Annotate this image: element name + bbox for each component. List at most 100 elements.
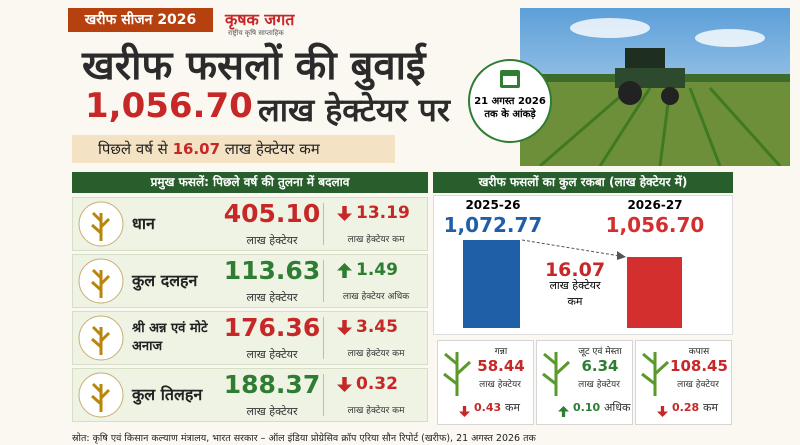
crop-change-unit: लाख हेक्टेयर अधिक [342, 292, 410, 302]
crop-icon-art [78, 372, 124, 418]
other-crop-name: कपास [688, 347, 710, 357]
other-crop-unit: लाख हेक्टेयर [479, 380, 521, 390]
badge-text: 21 अगस्त 2026 तक के आंकड़े [467, 95, 553, 121]
subline-suffix: लाख हेक्टेयर कम [224, 140, 320, 158]
headline-total: 1,056.70 [85, 86, 253, 126]
crops-panel-title: प्रमुख फसलें: पिछले वर्ष की तुलना में बद… [72, 172, 428, 193]
change-value: 0.28 [672, 401, 700, 414]
change-arrow [558, 402, 569, 421]
crop-icon-art [78, 201, 124, 247]
arrow-icon [558, 406, 569, 417]
crop-icon [78, 258, 124, 308]
other-crop-icon [440, 346, 474, 400]
crop-name: श्री अन्न एवं मोटे अनाज [132, 321, 208, 354]
arrow-icon [337, 320, 352, 335]
change-arrow [337, 263, 352, 282]
source-note: स्रोत: कृषि एवं किसान कल्याण मंत्रालय, भ… [72, 433, 536, 444]
change-value: 0.43 [474, 401, 502, 414]
other-crop-unit: लाख हेक्टेयर [578, 380, 620, 390]
change-arrow [657, 402, 668, 421]
crop-icon [78, 372, 124, 422]
other-crop-icon [539, 346, 573, 400]
change-arrow [337, 377, 352, 396]
field-photo [520, 8, 790, 166]
change-note: कम [504, 401, 521, 414]
other-crop-icon-art [641, 352, 670, 396]
arrow-icon [337, 206, 352, 221]
crop-value: 176.36 [223, 313, 321, 342]
headline: खरीफ फसलों की बुवाई [82, 43, 426, 89]
crop-row [72, 311, 428, 365]
other-crop-name: गन्ना [494, 347, 508, 357]
other-crop-name: जूट एवं मेस्ता [578, 347, 622, 357]
other-crop-change: 0.43 कम [474, 400, 520, 415]
logo: कृषक जगत [225, 10, 295, 29]
change-note: अधिक [603, 401, 631, 414]
arrow-icon [337, 263, 352, 278]
crop-name: कुल दलहन [132, 271, 198, 290]
change-value: 0.10 [573, 401, 601, 414]
subline: पिछले वर्ष से 16.07 लाख हेक्टेयर कम [72, 135, 395, 163]
bar-prev [463, 240, 520, 328]
other-crop-icon [638, 346, 672, 400]
crop-change-unit: लाख हेक्टेयर कम [347, 349, 405, 359]
change-note: कम [702, 401, 719, 414]
crop-icon-art [78, 258, 124, 304]
crop-change-unit: लाख हेक्टेयर कम [347, 235, 405, 245]
divider [323, 203, 324, 245]
year-label: 2026-27 [627, 198, 683, 212]
headline-unit: लाख हेक्टेयर पर [258, 91, 450, 129]
crop-change: 0.32 [356, 374, 398, 394]
crop-change: 1.49 [356, 260, 398, 280]
crop-value: 405.10 [223, 199, 321, 228]
arrow-icon [657, 406, 668, 417]
difference-unit: लाख हेक्टेयर [549, 279, 601, 292]
other-crop-icon-art [443, 352, 472, 396]
arrow-icon [337, 377, 352, 392]
crop-value: 188.37 [223, 370, 321, 399]
difference-note: कम [567, 295, 583, 308]
crop-row [72, 254, 428, 308]
year-value: 1,056.70 [605, 213, 705, 237]
other-crop-unit: लाख हेक्टेयर [677, 380, 719, 390]
crop-value: 113.63 [223, 256, 321, 285]
crop-icon-art [78, 315, 124, 361]
other-crop-icon-art [542, 352, 571, 396]
other-crop-change: 0.28 कम [672, 400, 718, 415]
other-crop-change: 0.10 अधिक [573, 400, 630, 415]
crop-change: 3.45 [356, 317, 398, 337]
drop-arrow [521, 239, 626, 260]
change-arrow [459, 402, 470, 421]
crop-icon [78, 315, 124, 365]
crop-name: धान [132, 214, 155, 233]
divider [323, 374, 324, 416]
divider [323, 317, 324, 359]
subline-prefix: पिछले वर्ष से [98, 140, 168, 158]
tagline: राष्ट्रीय कृषि साप्ताहिक [228, 29, 284, 37]
crop-unit: लाख हेक्टेयर [246, 291, 298, 304]
crop-unit: लाख हेक्टेयर [246, 348, 298, 361]
badge-note: तक के आंकड़े [484, 109, 536, 120]
crop-unit: लाख हेक्टेयर [246, 234, 298, 247]
badge-date: 21 अगस्त 2026 [474, 96, 546, 107]
season-tag: खरीफ सीजन 2026 [68, 8, 213, 32]
crop-name: कुल तिलहन [132, 385, 203, 404]
crop-unit: लाख हेक्टेयर [246, 405, 298, 418]
difference: 16.07 लाख हेक्टेयर कम [525, 259, 625, 310]
crop-change-unit: लाख हेक्टेयर कम [347, 406, 405, 416]
change-arrow [337, 320, 352, 339]
crop-row [72, 368, 428, 422]
other-crop-value: 6.34 [581, 357, 619, 375]
other-crop-value: 108.45 [670, 357, 728, 375]
crop-icon [78, 201, 124, 251]
date-badge [468, 59, 552, 143]
crop-change: 13.19 [356, 203, 410, 223]
total-panel-title: खरीफ फसलों का कुल रकबा (लाख हेक्टेयर में… [433, 172, 733, 193]
other-crop-value: 58.44 [477, 357, 525, 375]
bar-curr [627, 257, 682, 328]
year-value: 1,072.77 [443, 213, 543, 237]
crop-row [72, 197, 428, 251]
difference-value: 16.07 [544, 259, 606, 281]
arrow-icon [459, 406, 470, 417]
